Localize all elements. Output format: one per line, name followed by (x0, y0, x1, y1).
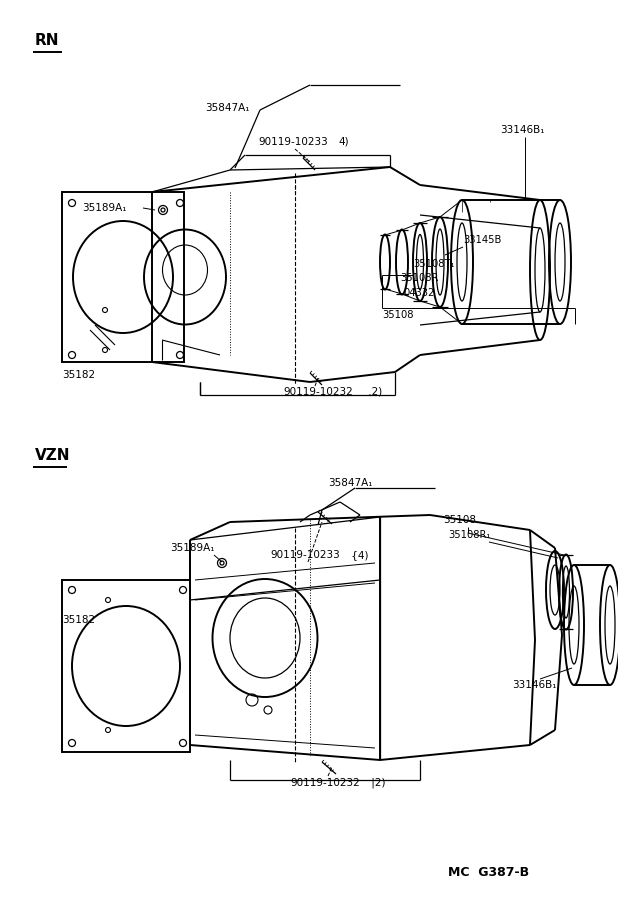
Text: 35847A₁: 35847A₁ (205, 103, 250, 113)
Text: 90119-10232: 90119-10232 (283, 387, 353, 397)
Text: VZN: VZN (35, 448, 70, 463)
Text: 90119-10233: 90119-10233 (258, 137, 328, 147)
Text: 35847A₁: 35847A₁ (328, 478, 373, 488)
Text: |2): |2) (368, 778, 386, 788)
Text: 4): 4) (338, 137, 349, 147)
Text: MC  G387-B: MC G387-B (448, 866, 529, 878)
Text: 90119-10233: 90119-10233 (270, 550, 340, 560)
Text: 35108: 35108 (382, 310, 413, 320)
Text: 04332: 04332 (403, 288, 434, 298)
Text: 35108T₁: 35108T₁ (413, 259, 454, 269)
Bar (62, 580, 190, 752)
Bar (62, 192, 184, 362)
Text: 33145B: 33145B (463, 235, 501, 245)
Text: 33146B₁: 33146B₁ (512, 680, 556, 690)
Text: 35108R: 35108R (400, 273, 438, 283)
Text: 35108: 35108 (443, 515, 476, 525)
Text: 90119-10232: 90119-10232 (290, 778, 360, 788)
Text: 35108R₁: 35108R₁ (448, 530, 490, 540)
Text: 35182: 35182 (62, 370, 95, 380)
Text: .2): .2) (365, 387, 383, 397)
Text: 35189A₁: 35189A₁ (170, 543, 214, 553)
Text: {4): {4) (348, 550, 368, 560)
Text: 35182: 35182 (62, 615, 95, 625)
Text: 33146B₁: 33146B₁ (500, 125, 544, 135)
Text: RN: RN (35, 33, 59, 48)
Text: 35189A₁: 35189A₁ (82, 203, 127, 213)
